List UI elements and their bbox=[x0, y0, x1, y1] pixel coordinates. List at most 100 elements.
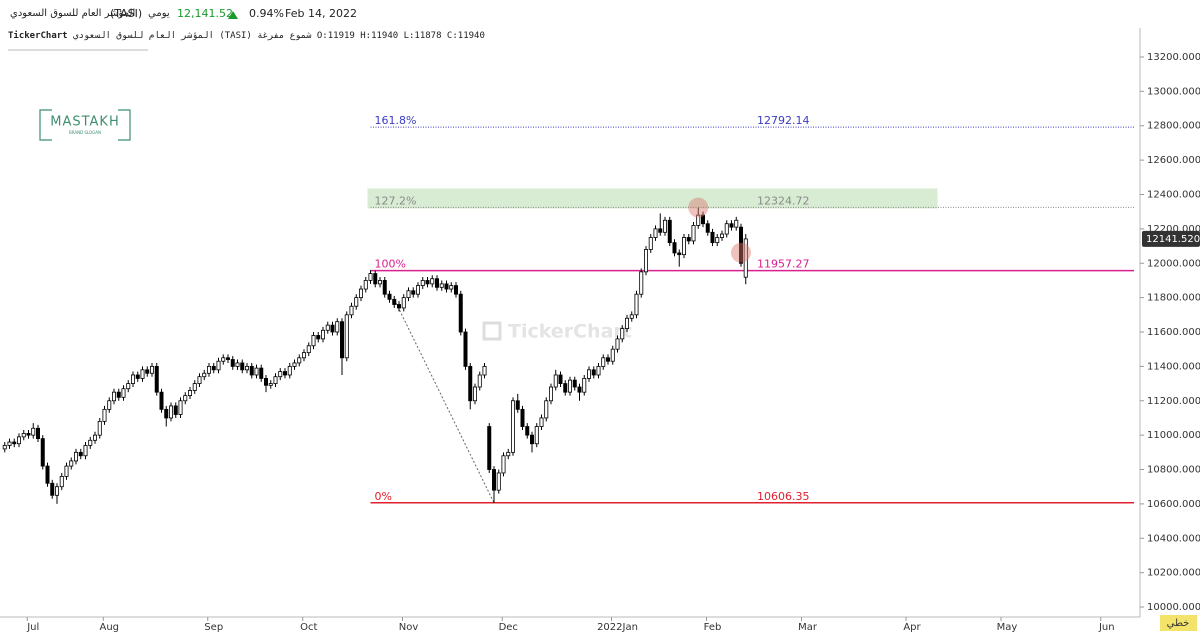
candle-body bbox=[145, 369, 150, 374]
candle-body bbox=[2, 445, 7, 450]
logo: MASTAKH BRAND SLOGAN bbox=[39, 109, 131, 141]
fib-value: 10606.35 bbox=[757, 490, 810, 503]
candle-body bbox=[102, 408, 107, 422]
candle-body bbox=[183, 395, 188, 402]
candle-body bbox=[658, 228, 663, 233]
candle-body bbox=[401, 297, 406, 309]
x-tick-label: Aug bbox=[99, 622, 119, 633]
chart-mode-label[interactable]: خطي bbox=[1167, 618, 1190, 629]
y-tick-label: 10800.0000 bbox=[1147, 465, 1200, 476]
candle-body bbox=[610, 348, 615, 362]
candle-body bbox=[273, 376, 278, 384]
x-tick-label: Sep bbox=[204, 622, 223, 633]
candle-body bbox=[164, 408, 169, 419]
candle-body bbox=[287, 365, 292, 376]
candle-body bbox=[311, 335, 316, 347]
candle-body bbox=[463, 331, 468, 367]
candle-body bbox=[587, 369, 592, 379]
candle-body bbox=[107, 400, 112, 410]
legend-source: TickerChart bbox=[8, 31, 68, 41]
watermark: TickerChart bbox=[482, 321, 632, 343]
candle-body bbox=[197, 376, 202, 384]
candle-body bbox=[159, 391, 164, 410]
candle-body bbox=[720, 233, 725, 238]
fib-label: 0% bbox=[375, 490, 392, 503]
header-symbol: (TASI) bbox=[110, 7, 143, 20]
candle-body bbox=[563, 383, 568, 393]
candle-body bbox=[316, 335, 321, 340]
candle-body bbox=[373, 273, 378, 285]
candle-body bbox=[648, 237, 653, 250]
candle-body bbox=[667, 219, 672, 244]
legend-line: TickerChart المؤشر العام للسوق السعودي (… bbox=[8, 31, 485, 41]
candle-body bbox=[154, 365, 159, 393]
candle-body bbox=[387, 293, 392, 300]
candle-body bbox=[121, 388, 126, 398]
candle-body bbox=[126, 383, 131, 390]
y-tick-label: 11200.0000 bbox=[1147, 396, 1200, 407]
candle-body bbox=[97, 420, 102, 436]
watermark-icon bbox=[482, 321, 502, 341]
candle-body bbox=[539, 417, 544, 427]
candle-body bbox=[520, 408, 525, 427]
candle-body bbox=[211, 365, 216, 371]
candle-body bbox=[710, 231, 715, 244]
candle-body bbox=[93, 434, 98, 441]
candle-body bbox=[639, 271, 644, 295]
candle-body bbox=[525, 426, 530, 436]
candle-body bbox=[254, 367, 259, 376]
candle-body bbox=[634, 293, 639, 316]
candle-body bbox=[411, 290, 416, 295]
fib-value: 11957.27 bbox=[757, 258, 810, 271]
x-tick-label: Jul bbox=[26, 622, 39, 633]
y-tick-label: 11000.0000 bbox=[1147, 430, 1200, 441]
candle-body bbox=[425, 280, 430, 285]
candle-body bbox=[83, 445, 88, 457]
candle-body bbox=[16, 436, 21, 445]
candle-body bbox=[705, 223, 710, 233]
candle-body bbox=[482, 365, 487, 376]
candle-body bbox=[392, 298, 397, 305]
y-tick-label: 11400.0000 bbox=[1147, 361, 1200, 372]
candle-body bbox=[534, 426, 539, 445]
highlight bbox=[731, 242, 751, 263]
candle-body bbox=[596, 365, 601, 376]
y-tick-label: 10000.0000 bbox=[1147, 602, 1200, 613]
candle-body bbox=[724, 223, 729, 235]
candle-body bbox=[221, 357, 226, 362]
candle-body bbox=[140, 369, 145, 379]
candle-body bbox=[510, 400, 515, 453]
fib-label: 100% bbox=[375, 258, 406, 271]
y-tick-label: 12200.0000 bbox=[1147, 224, 1200, 235]
candle-body bbox=[64, 465, 69, 477]
candle-body bbox=[363, 280, 368, 290]
candle-body bbox=[506, 451, 511, 457]
candle-body bbox=[74, 451, 79, 462]
candle-body bbox=[282, 371, 287, 376]
candle-body bbox=[544, 400, 549, 419]
candle-body bbox=[434, 278, 439, 288]
candle-body bbox=[88, 439, 93, 446]
candle-body bbox=[26, 433, 31, 436]
chart-mode-button[interactable] bbox=[1160, 615, 1197, 631]
y-tick-label: 12800.0000 bbox=[1147, 121, 1200, 132]
candle-body bbox=[206, 365, 211, 374]
candle-body bbox=[672, 242, 677, 254]
candle-body bbox=[629, 314, 634, 319]
fib-label: 161.8% bbox=[375, 114, 417, 127]
candle-body bbox=[130, 374, 135, 384]
candle-body bbox=[40, 438, 45, 467]
last-price-label: 12141.5200 bbox=[1146, 234, 1200, 245]
candle-body bbox=[696, 214, 701, 226]
legend-ohlc: O:11919 H:11940 L:11878 C:11940 bbox=[316, 31, 485, 41]
candle-body bbox=[116, 391, 121, 398]
candle-body bbox=[501, 455, 506, 474]
candle-body bbox=[549, 386, 554, 402]
candle-body bbox=[644, 249, 649, 273]
candle-body bbox=[568, 379, 573, 393]
candle-body bbox=[178, 400, 183, 415]
y-tick-label: 11800.0000 bbox=[1147, 293, 1200, 304]
candle-body bbox=[112, 391, 117, 402]
fib-value: 12324.72 bbox=[757, 194, 810, 207]
